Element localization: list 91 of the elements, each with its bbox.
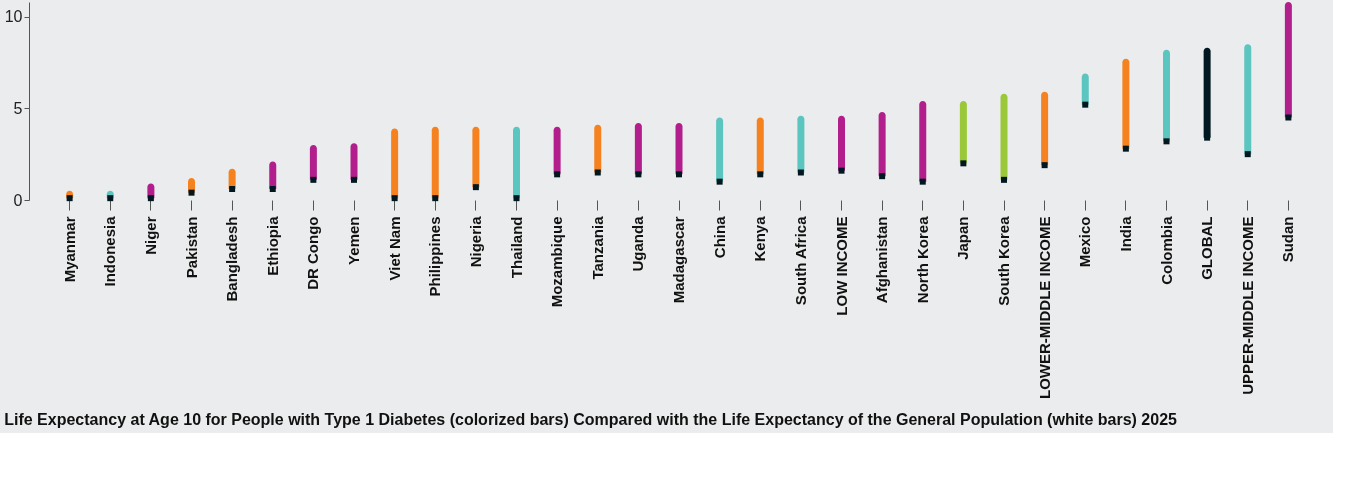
y-tick-label: 0 [13, 191, 23, 209]
point [188, 189, 195, 196]
point [107, 195, 114, 202]
point [676, 171, 682, 178]
point [66, 195, 73, 202]
bar [1081, 73, 1089, 105]
x-tick-label: GLOBAL [1198, 216, 1216, 280]
x-tick-label: DR Congo [304, 216, 322, 290]
bar [513, 126, 520, 199]
point [147, 195, 154, 202]
point [391, 195, 398, 202]
x-tick-label: LOWER-MIDDLE INCOME [1035, 216, 1053, 399]
x-tick-label: Mozambique [548, 216, 566, 308]
point [879, 173, 886, 180]
bar [350, 143, 358, 180]
point [594, 169, 601, 176]
bar [1000, 93, 1008, 180]
point [838, 167, 845, 174]
bar [634, 123, 642, 175]
bar [594, 124, 602, 173]
point [1163, 138, 1170, 145]
point [757, 171, 764, 178]
bar [431, 126, 439, 199]
point [269, 186, 276, 192]
x-tick-label: LOW INCOME [832, 216, 850, 316]
bar [1122, 58, 1130, 149]
bar [919, 101, 927, 182]
bar [1244, 44, 1252, 155]
x-tick-label: Tanzania [588, 215, 606, 280]
x-tick-label: Nigeria [466, 215, 484, 268]
bar [472, 126, 480, 188]
point [432, 195, 439, 202]
point [635, 171, 642, 178]
bar [878, 112, 886, 177]
bar [797, 115, 805, 173]
point [1244, 151, 1251, 158]
bar [716, 117, 724, 182]
x-tick-label: Ethiopia [263, 215, 281, 276]
x-tick-label: Yemen [345, 216, 362, 265]
bar [553, 126, 561, 175]
bar [1284, 2, 1292, 118]
y-tick-label: 5 [13, 99, 23, 117]
x-tick-label: Sudan [1279, 216, 1297, 263]
bar [391, 128, 399, 199]
point [351, 176, 357, 183]
x-tick-label: Pakistan [182, 216, 200, 279]
bar [269, 161, 277, 189]
point [472, 184, 479, 191]
x-tick-label: Indonesia [101, 215, 119, 287]
bar [959, 101, 967, 164]
x-tick-label: UPPER-MIDDLE INCOME [1238, 216, 1256, 395]
point [1082, 101, 1089, 108]
x-tick-label: India [1116, 215, 1134, 252]
x-tick-label: Afghanistan [873, 216, 891, 304]
x-tick-label: North Korea [913, 215, 931, 304]
x-tick-label: Japan [954, 216, 972, 260]
x-tick-label: Madagascar [670, 216, 687, 304]
x-tick-label: Philippines [426, 216, 444, 297]
x-tick-label: South Korea [995, 215, 1012, 306]
x-tick-label: Colombia [1157, 215, 1175, 285]
bar [838, 115, 845, 171]
bar [675, 123, 683, 175]
x-tick-label: Bangladesh [223, 216, 241, 302]
point [919, 178, 926, 185]
point [310, 176, 317, 183]
point [1001, 176, 1007, 183]
x-tick-label: Mexico [1076, 216, 1094, 268]
x-tick-label: Myanmar [60, 216, 78, 283]
bar [1163, 49, 1170, 142]
bar [756, 117, 764, 175]
point [229, 186, 236, 192]
point [960, 160, 967, 167]
point [797, 169, 804, 176]
x-tick-label: Thailand [507, 216, 525, 279]
x-tick-label: Niger [141, 216, 159, 255]
point [554, 171, 561, 178]
point [716, 178, 723, 185]
bar [1041, 91, 1049, 166]
bar [309, 145, 317, 180]
text: Life Expectancy at Age 10 for People with Type 1 Diabetes (colorized bars) Compared with the Life Expectancy of the General Population (white bars) 2025 [4, 411, 1178, 429]
point [513, 195, 520, 202]
x-tick-label: Viet Nam [385, 216, 403, 281]
point [1285, 114, 1292, 121]
y-tick-label: 10 [4, 8, 23, 26]
x-tick-label: China [710, 215, 728, 259]
x-tick-label: Kenya [751, 215, 769, 262]
x-tick-label: South Africa [791, 215, 809, 306]
x-tick-label: Uganda [629, 215, 647, 272]
point [1204, 134, 1211, 141]
point [1122, 145, 1129, 152]
point [1041, 162, 1048, 169]
